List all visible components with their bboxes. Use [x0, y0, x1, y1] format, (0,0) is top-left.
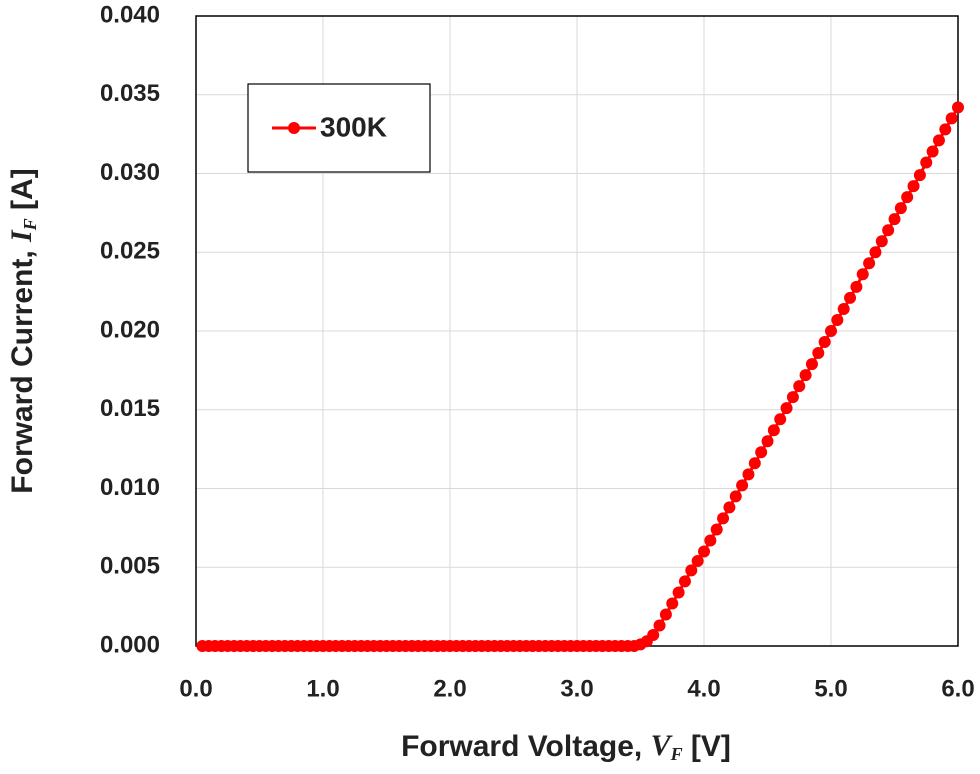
y-tick-label: 0.030: [100, 159, 160, 186]
data-point: [685, 564, 698, 577]
data-point: [869, 246, 882, 259]
data-point: [672, 586, 685, 599]
data-point: [647, 628, 660, 641]
data-point: [831, 313, 844, 326]
x-tick-label: 0.0: [179, 675, 212, 702]
data-point: [698, 545, 710, 558]
x-tick-label: 1.0: [306, 675, 339, 702]
data-point: [920, 156, 933, 169]
data-point: [837, 302, 850, 315]
y-tick-label: 0.000: [100, 631, 160, 658]
x-label-subscript: F: [670, 744, 683, 764]
data-point: [653, 619, 666, 632]
data-point: [793, 380, 806, 393]
data-point: [818, 336, 831, 349]
legend: 300K: [247, 83, 431, 173]
y-label-text: Forward Current,: [6, 242, 39, 494]
x-label-symbol: V: [651, 729, 674, 762]
data-point: [805, 358, 818, 371]
series-line: [202, 106, 960, 648]
x-tick-label: 5.0: [814, 675, 847, 702]
y-axis-label: Forward Current, IF [A]: [5, 168, 40, 493]
y-label-symbol: I: [5, 229, 38, 243]
y-label-subscript: F: [20, 218, 40, 231]
data-point: [742, 468, 755, 481]
data-point: [729, 490, 742, 503]
y-label-unit: [A]: [6, 168, 39, 218]
data-point: [907, 180, 920, 193]
data-point: [901, 191, 914, 204]
data-point: [767, 424, 780, 437]
data-point: [913, 169, 926, 182]
y-tick-label: 0.010: [100, 474, 160, 501]
data-point: [812, 347, 825, 360]
data-point: [945, 112, 958, 125]
y-tick-label: 0.005: [100, 553, 160, 580]
data-point: [736, 479, 749, 492]
data-point: [799, 369, 812, 382]
x-axis-label: Forward Voltage, VF [V]: [401, 729, 731, 764]
x-tick-label: 2.0: [433, 675, 466, 702]
data-point: [875, 235, 888, 248]
data-point: [926, 145, 939, 158]
data-point: [888, 213, 901, 226]
legend-marker: [288, 122, 300, 134]
data-point: [882, 224, 895, 237]
y-tick-label: 0.025: [100, 238, 160, 265]
x-tick-label: 6.0: [941, 675, 974, 702]
data-point: [748, 457, 761, 470]
data-point: [844, 291, 857, 304]
data-point: [939, 123, 952, 136]
x-label-text: Forward Voltage,: [401, 730, 650, 763]
data-point: [774, 413, 787, 426]
data-point: [932, 134, 945, 147]
data-point: [856, 268, 869, 281]
data-point: [723, 501, 736, 514]
data-point: [825, 325, 837, 337]
data-point: [755, 446, 768, 459]
data-point: [894, 202, 907, 215]
data-point: [786, 391, 799, 404]
data-point: [659, 608, 672, 621]
data-point: [863, 257, 876, 270]
x-tick-label: 4.0: [687, 675, 720, 702]
x-tick-label: 3.0: [560, 675, 593, 702]
data-point: [780, 402, 793, 415]
y-tick-label: 0.035: [100, 80, 160, 107]
data-point: [952, 101, 964, 114]
data-point: [717, 512, 730, 525]
legend-label: 300K: [320, 111, 387, 142]
x-label-unit: [V]: [683, 730, 731, 763]
y-tick-label: 0.020: [100, 316, 160, 343]
y-tick-label: 0.040: [100, 1, 160, 28]
data-point: [761, 435, 774, 448]
data-point: [678, 575, 691, 588]
data-point: [691, 554, 704, 567]
y-tick-label: 0.015: [100, 395, 160, 422]
data-point: [666, 597, 679, 610]
data-point: [710, 523, 723, 536]
data-point: [704, 534, 717, 547]
data-point: [850, 280, 863, 293]
